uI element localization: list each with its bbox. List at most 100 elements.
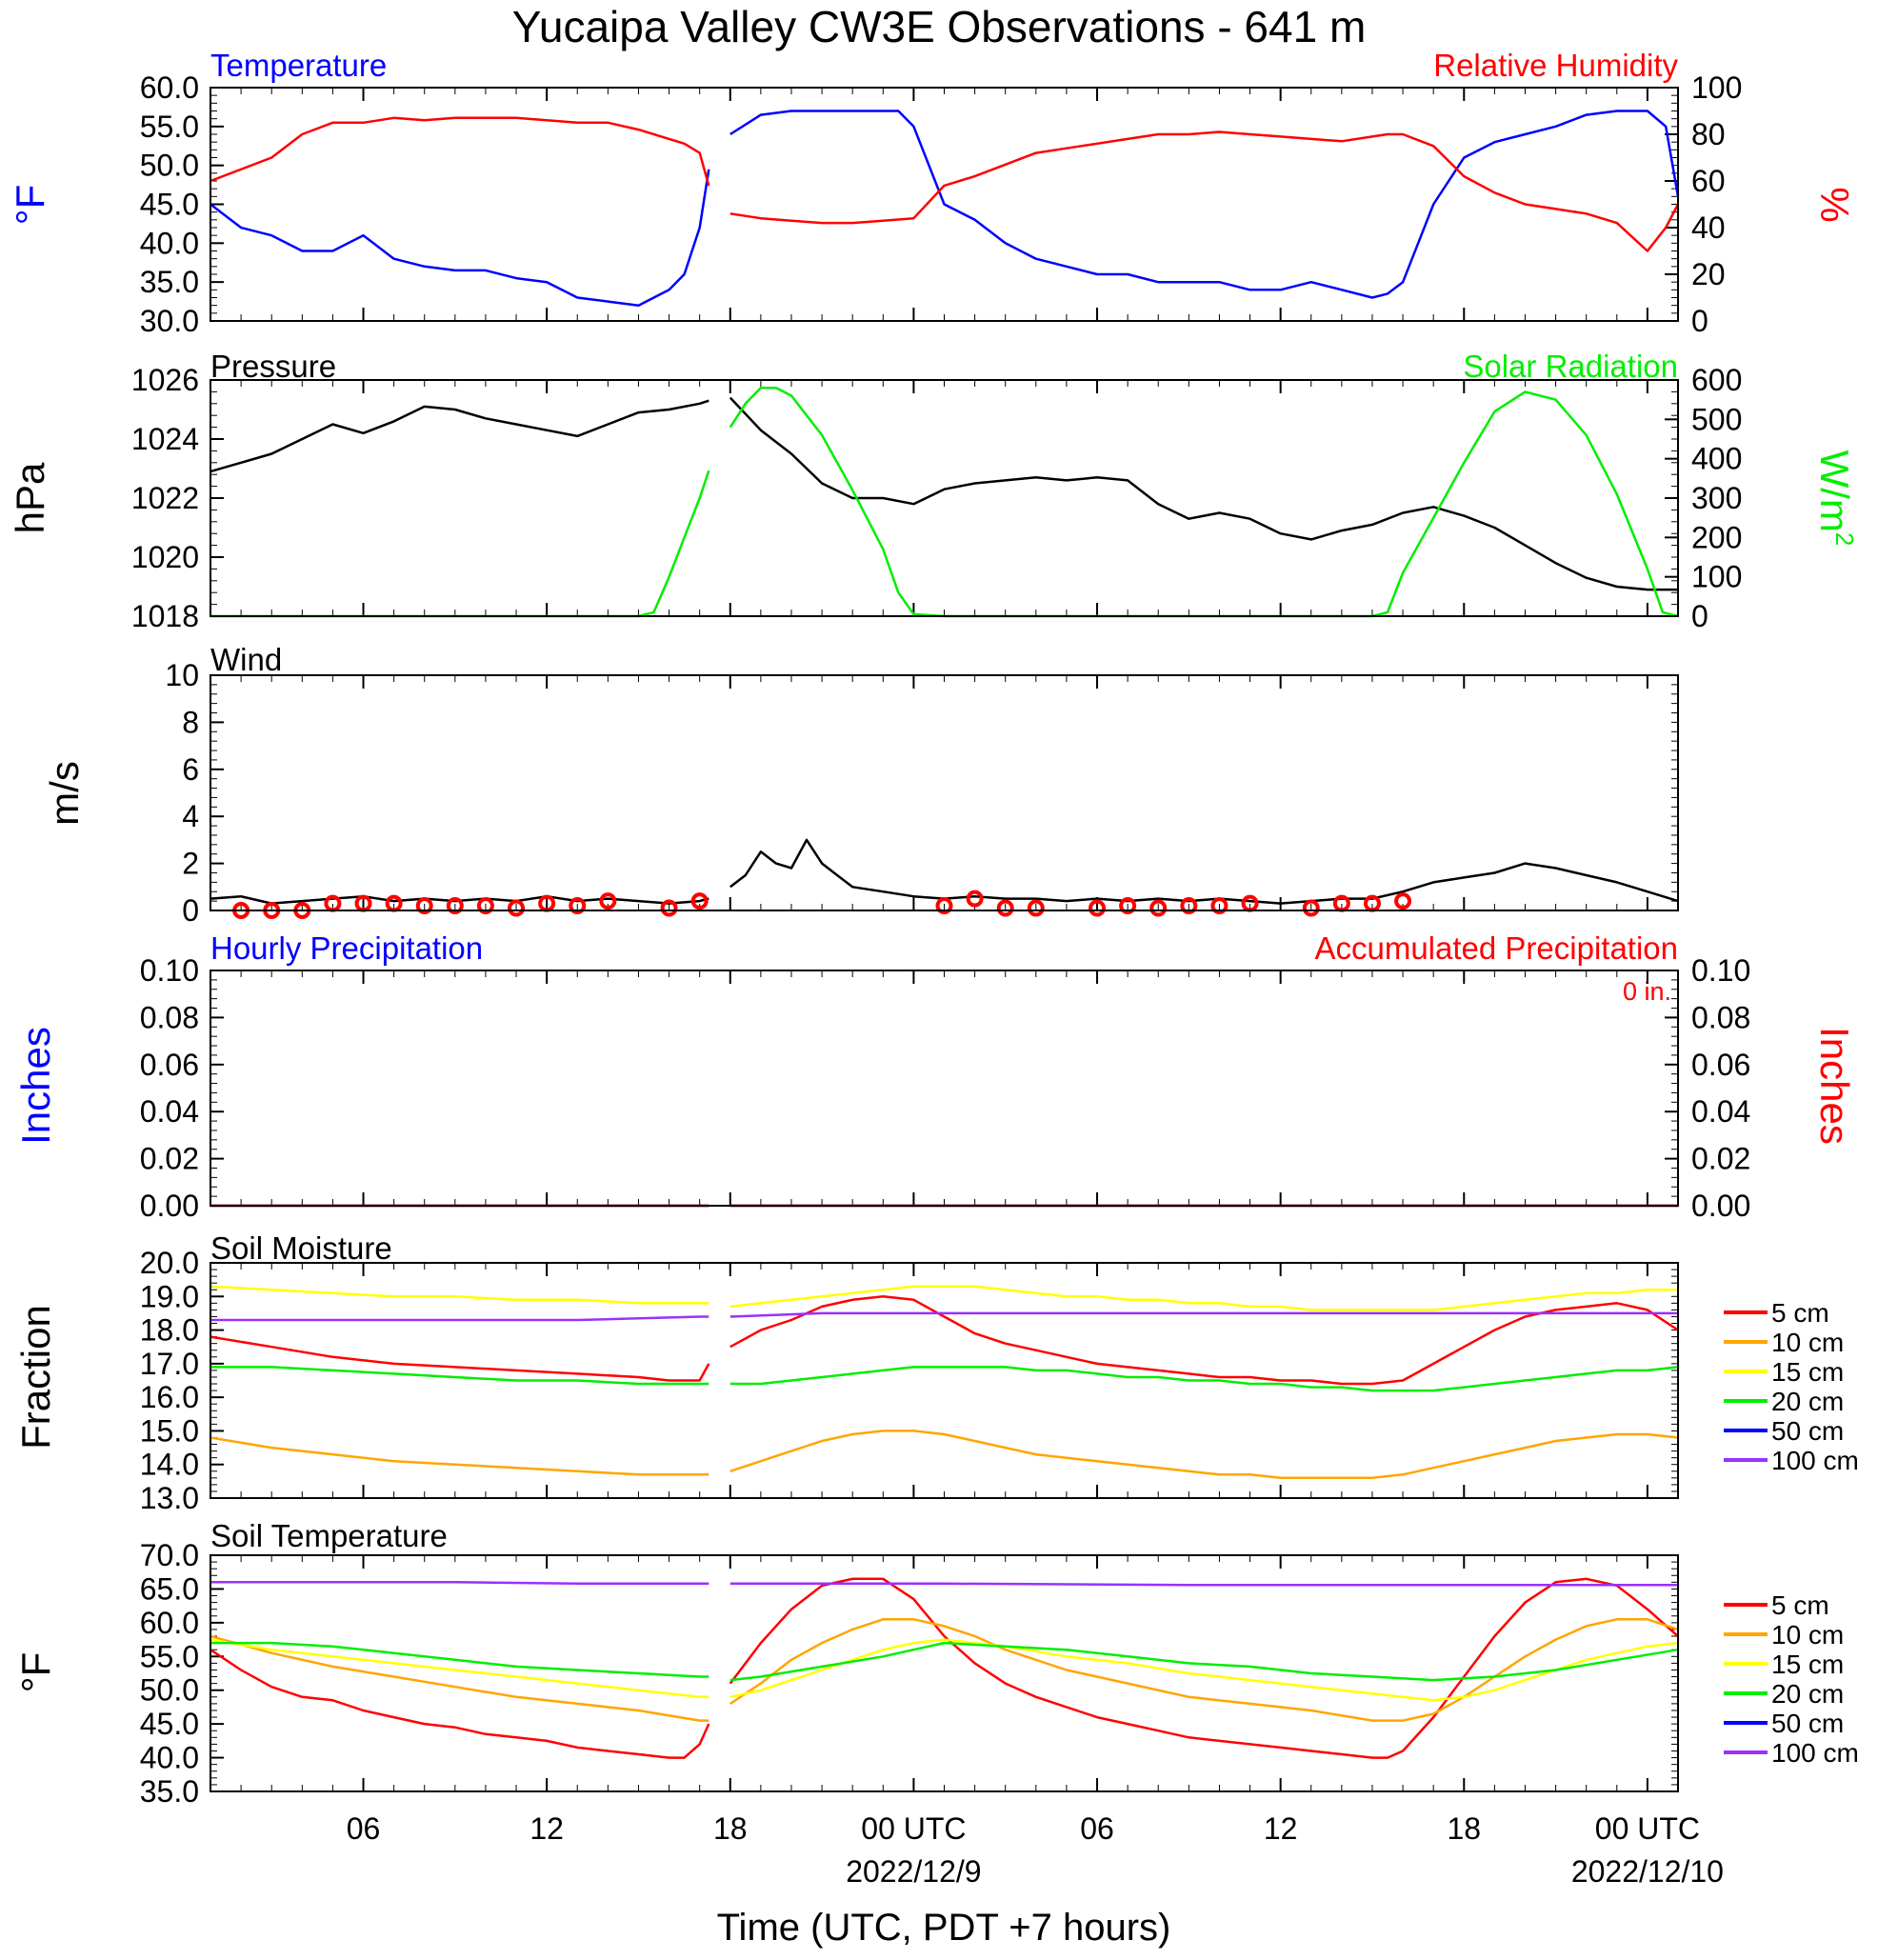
series-100-cm <box>210 1581 709 1586</box>
y-tick-label: 45.0 <box>140 188 199 222</box>
hourly-precip-title: Hourly Precipitation <box>210 930 483 966</box>
y2-tick-label: 0.08 <box>1691 1000 1750 1034</box>
wind-hourly-marker <box>935 897 953 915</box>
series-10-cm <box>729 1618 1679 1722</box>
series-100-cm <box>729 1311 1678 1318</box>
humidity-title: Relative Humidity <box>1433 48 1678 83</box>
y-tick-label: 4 <box>182 799 199 833</box>
x-tick-label: 00 UTC <box>861 1811 966 1846</box>
series-20-cm <box>210 1641 709 1678</box>
series-20-cm <box>729 1641 1679 1682</box>
wind-hourly-marker <box>1149 899 1168 917</box>
y2-tick-label: 400 <box>1691 442 1742 476</box>
y-tick-label: 35.0 <box>140 1774 199 1809</box>
series-solar-radiation <box>210 470 710 618</box>
y-tick-label: 30.0 <box>140 304 199 338</box>
accum-precip-title: Accumulated Precipitation <box>1314 930 1678 966</box>
temperature-unit-label: °F <box>8 185 52 225</box>
y2-tick-label: 80 <box>1691 117 1726 151</box>
series-100-cm <box>210 1315 709 1322</box>
series-wind-speed <box>729 838 1679 905</box>
y-tick-label: 1026 <box>131 363 199 397</box>
y-tick-label: 1020 <box>131 540 199 574</box>
series-relative-humidity <box>210 116 710 187</box>
pressure-title: Pressure <box>210 349 336 384</box>
y-tick-label: 0.02 <box>140 1142 199 1176</box>
x-tick-label: 12 <box>1264 1811 1298 1846</box>
wind-hourly-marker <box>569 897 587 915</box>
y2-tick-label: 200 <box>1691 520 1742 554</box>
y2-tick-label: 0 <box>1691 304 1708 338</box>
series-wind-speed <box>210 894 709 905</box>
temp-rh-series <box>210 110 1680 307</box>
wind-hourly-marker <box>1089 899 1107 917</box>
y-tick-label: 18.0 <box>140 1313 199 1348</box>
y-tick-label: 19.0 <box>140 1279 199 1313</box>
temperature-title: Temperature <box>210 48 387 83</box>
soil-temperature-axes: 35.040.045.050.055.060.065.070.0 <box>140 1538 1679 1809</box>
y2-tick-label: 0.00 <box>1691 1189 1750 1223</box>
wind-unit-label: m/s <box>42 761 87 826</box>
y2-tick-label: 0 <box>1691 599 1708 633</box>
pressure-solar-frame <box>210 379 1679 617</box>
y-tick-label: 15.0 <box>140 1413 199 1448</box>
y-tick-label: 55.0 <box>140 110 199 144</box>
wind-hourly-marker <box>966 890 984 908</box>
series-10-cm <box>210 1634 709 1722</box>
solar-title: Solar Radiation <box>1463 349 1678 384</box>
wind-hourly-marker <box>660 899 678 917</box>
y-tick-label: 0.04 <box>140 1094 199 1129</box>
y-tick-label: 60.0 <box>140 1606 199 1640</box>
series-5-cm <box>729 1295 1679 1386</box>
precipitation-frame <box>210 970 1679 1207</box>
y2-tick-label: 0.04 <box>1691 1094 1750 1129</box>
y-tick-label: 35.0 <box>140 265 199 299</box>
y2-tick-label: 100 <box>1691 70 1742 105</box>
y2-tick-label: 100 <box>1691 560 1742 594</box>
series-100-cm <box>729 1582 1678 1587</box>
series-10-cm <box>729 1430 1679 1480</box>
soil-temperature-unit-label: °F <box>13 1652 58 1692</box>
series-pressure <box>729 396 1678 591</box>
soil-temperature-panel: Soil Temperature °F 35.040.045.050.055.0… <box>13 1518 1859 1809</box>
y-tick-label: 10 <box>165 658 199 692</box>
series-temperature <box>729 110 1680 299</box>
accum-precip-unit-label: Inches <box>1812 1027 1857 1145</box>
wind-hourly-marker <box>996 899 1014 917</box>
series-15-cm <box>210 1638 709 1699</box>
y-tick-label: 45.0 <box>140 1707 199 1741</box>
series-20-cm <box>729 1366 1679 1392</box>
series-10-cm <box>210 1436 709 1476</box>
series-20-cm <box>210 1366 709 1386</box>
wind-series <box>210 838 1679 919</box>
legend-label: 20 cm <box>1771 1387 1844 1416</box>
y2-tick-label: 600 <box>1691 363 1742 397</box>
wind-hourly-marker <box>1302 899 1320 917</box>
soil-moisture-axes: 13.014.015.016.017.018.019.020.0 <box>140 1246 1679 1515</box>
soil-moisture-series <box>210 1285 1679 1480</box>
y-tick-label: 17.0 <box>140 1347 199 1381</box>
wind-hourly-marker <box>1210 897 1229 915</box>
y-tick-label: 1018 <box>131 599 199 633</box>
series-15-cm <box>729 1285 1678 1311</box>
series-solar-radiation <box>729 387 1679 618</box>
y-tick-label: 0.06 <box>140 1048 199 1082</box>
wind-hourly-marker <box>1119 897 1137 915</box>
legend-label: 5 cm <box>1771 1590 1829 1620</box>
legend-label: 15 cm <box>1771 1650 1844 1679</box>
pressure-solar-axes: 1018 1020 1022 1024 1026 0 100 200 300 400 500 600 <box>131 363 1743 633</box>
wind-panel: Wind m/s 0 2 4 6 8 10 <box>42 642 1679 928</box>
series-relative-humidity <box>729 130 1680 252</box>
series-pressure <box>210 399 709 473</box>
solar-unit-main: W/m <box>1812 450 1857 532</box>
x-tick-label: 00 UTC <box>1595 1811 1700 1846</box>
temp-rh-axes: 30.0 35.0 40.0 45.0 50.0 55.0 60.0 0 20 40 60 80 100 <box>140 70 1743 338</box>
wind-title: Wind <box>210 642 282 677</box>
time-axis: 06 12 18 00 UTC 2022/12/9 06 12 18 00 UTC 2022/12… <box>347 1811 1724 1889</box>
y-tick-label: 1022 <box>131 481 199 515</box>
soil-moisture-unit-label: Fraction <box>13 1305 58 1450</box>
soil-moisture-title: Soil Moisture <box>210 1230 392 1266</box>
y2-tick-label: 300 <box>1691 481 1742 515</box>
